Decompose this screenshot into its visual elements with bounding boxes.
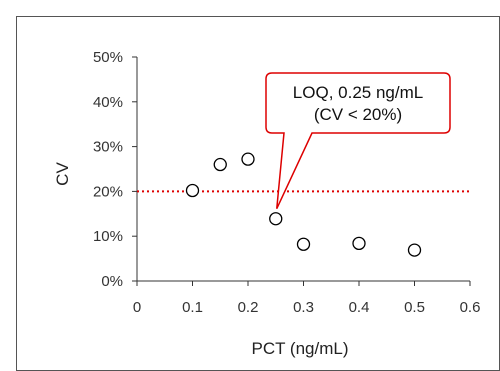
data-point (213, 157, 227, 172)
chart-border (16, 16, 500, 371)
callout-box (265, 72, 451, 210)
data-point (407, 243, 422, 257)
y-tick-label: 10% (93, 228, 123, 245)
data-point (269, 212, 283, 226)
x-axis-label: PCT (ng/mL) (252, 339, 349, 358)
x-tick-label: 0.1 (182, 299, 203, 316)
x-tick-label: 0.5 (404, 299, 425, 316)
data-point (241, 152, 255, 166)
y-tick-label: 0% (101, 273, 123, 290)
y-tick-label: 50% (93, 49, 123, 66)
data-point (296, 237, 311, 251)
x-tick-label: 0.2 (238, 299, 259, 316)
y-tick-label: 40% (93, 94, 123, 111)
data-point (352, 236, 366, 251)
axes: 0% 10% 20% 30% 40% 50% 0 0.1 0.2 0.3 0.4 0.5 0.6 (93, 49, 480, 316)
x-tick-label: 0.6 (460, 299, 481, 316)
callout-text-line: LOQ, 0.25 ng/mL (293, 83, 423, 102)
data-points (185, 152, 422, 257)
loq-callout: LOQ, 0.25 ng/mL (CV < 20%) (265, 72, 451, 210)
y-tick-label: 30% (93, 139, 123, 156)
y-tick-label: 20% (93, 183, 123, 200)
y-axis-label: CV (53, 162, 72, 186)
x-tick-label: 0.4 (349, 299, 370, 316)
x-tick-label: 0 (133, 299, 141, 316)
x-tick-label: 0.3 (293, 299, 314, 316)
data-point (185, 183, 200, 198)
callout-text-line: (CV < 20%) (314, 105, 402, 124)
